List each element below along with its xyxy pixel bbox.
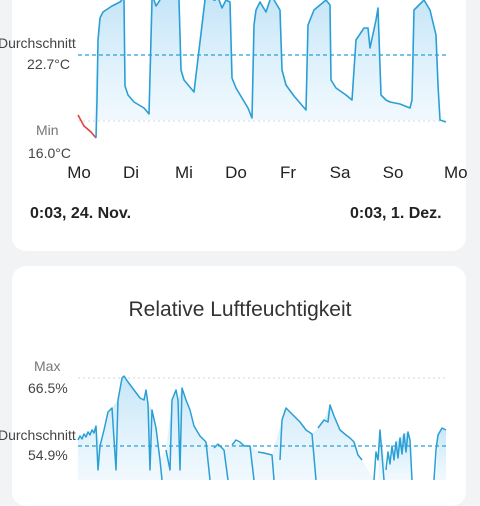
temp-min-label: Min [36,122,59,138]
temperature-chart [77,0,447,139]
humidity-chart [77,375,447,481]
range-end-time: 0:03, 1. Dez. [350,205,442,222]
range-start-time: 0:03, 24. Nov. [30,205,132,222]
humidity-title: Relative Luftfeuchtigkeit [128,298,352,321]
temp-average-label: Durchschnitt [0,35,76,51]
humidity-max-label: Max [34,358,61,374]
day-label: Mi [175,163,193,182]
temp-line [95,0,447,139]
humidity-max-value: 66.5% [28,380,68,396]
temp-area-fill [94,0,446,122]
temp-average-value: 22.7°C [27,56,70,72]
humidity-average-label: Durchschnitt [0,427,76,443]
day-label: Mo [67,163,91,182]
day-label: Fr [279,163,297,182]
temp-min-value: 16.0°C [28,145,71,161]
humidity-area-fill [78,376,374,480]
temp-below-min-segment [77,114,97,139]
day-label: Sa [329,163,351,182]
day-label: Mo [444,163,468,182]
humidity-area-fill [436,428,446,480]
day-label: Do [225,163,247,182]
humidity-line [77,375,447,481]
temperature-card [12,0,466,251]
day-label: Di [122,163,140,182]
humidity-average-value: 54.9% [28,447,68,463]
day-label: So [382,163,404,182]
